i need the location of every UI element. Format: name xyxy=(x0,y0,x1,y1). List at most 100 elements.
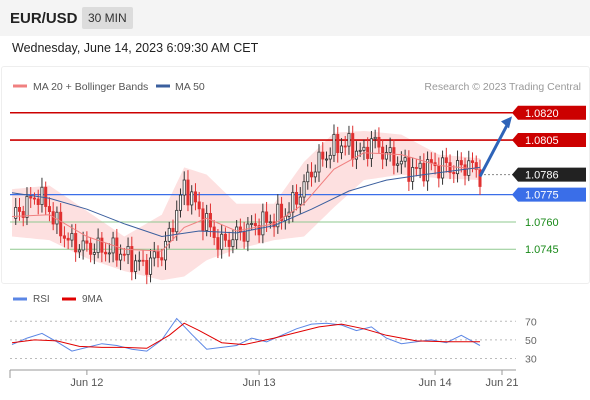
candle-body xyxy=(478,169,482,187)
candle-body xyxy=(122,253,126,256)
level-label-1.0820: 1.0820 xyxy=(525,108,559,120)
candle-body xyxy=(107,252,111,255)
candle-body xyxy=(70,233,74,241)
candle xyxy=(156,245,160,268)
candle-body xyxy=(321,151,325,160)
candle xyxy=(186,170,190,212)
candle xyxy=(190,185,194,215)
candle-body xyxy=(171,227,175,233)
candle xyxy=(119,244,123,271)
candle-body xyxy=(220,233,224,250)
candle-body xyxy=(265,211,269,223)
candle-body xyxy=(44,186,48,207)
timeframe-button[interactable]: 30 MIN xyxy=(82,7,133,29)
candle xyxy=(295,184,299,211)
candle xyxy=(317,144,321,182)
candle-body xyxy=(130,246,134,272)
candle-body xyxy=(426,159,430,182)
candle-body xyxy=(152,251,156,259)
time-tick-label: Jun 14 xyxy=(419,377,452,389)
candle-body xyxy=(295,191,299,205)
candle-body xyxy=(358,149,362,152)
candle-body xyxy=(227,239,231,247)
candle xyxy=(280,196,284,230)
candle-body xyxy=(246,223,250,242)
candle xyxy=(223,227,227,247)
candle-body xyxy=(362,146,366,151)
candle-body xyxy=(418,162,422,169)
candle-body xyxy=(193,191,197,203)
candle-body xyxy=(399,160,403,165)
candle xyxy=(354,141,358,170)
candle xyxy=(298,187,302,214)
candle xyxy=(474,155,478,178)
time-tick-label: Jun 21 xyxy=(485,377,518,389)
rsi-tick-label: 70 xyxy=(525,316,537,328)
candle-body xyxy=(429,159,433,164)
candle-body xyxy=(306,171,310,183)
rsi-tick-label: 50 xyxy=(525,335,537,347)
candle xyxy=(414,159,418,177)
rsi-tick-label: 30 xyxy=(525,354,537,366)
candle-body xyxy=(452,172,456,175)
candle-body xyxy=(336,134,340,154)
candle xyxy=(17,197,22,221)
candle-body xyxy=(242,231,246,242)
candle-body xyxy=(96,237,100,253)
candle-body xyxy=(437,165,441,179)
candle xyxy=(250,215,254,230)
candle xyxy=(411,157,415,190)
candle-body xyxy=(14,207,18,219)
level-tag-1.0775 xyxy=(512,187,586,202)
rsi-legend-label: RSI xyxy=(33,294,50,305)
candle xyxy=(339,138,343,160)
candle-body xyxy=(119,253,123,261)
candle xyxy=(253,213,257,236)
candle xyxy=(29,187,33,208)
candle-body xyxy=(178,194,183,211)
candle-body xyxy=(25,196,29,218)
candle xyxy=(197,192,201,217)
candle xyxy=(377,127,381,154)
candle-body xyxy=(407,157,411,182)
candle-body xyxy=(309,171,314,178)
candle xyxy=(160,248,164,267)
candle xyxy=(220,224,224,259)
candle-body xyxy=(175,209,179,233)
level-label-1.0775: 1.0775 xyxy=(525,190,559,202)
candle-body xyxy=(77,249,81,253)
rsi-ma-legend-label: 9MA xyxy=(82,294,103,305)
candle-body xyxy=(126,246,130,256)
candle-body xyxy=(163,240,168,261)
candle-body xyxy=(261,211,265,236)
candle-body xyxy=(377,136,381,148)
candle xyxy=(85,231,89,252)
candle-body xyxy=(369,138,373,159)
candle-body xyxy=(149,257,153,275)
candle-body xyxy=(81,240,85,251)
candle-body xyxy=(388,147,392,153)
candle xyxy=(216,229,220,259)
candle xyxy=(246,217,250,252)
candle xyxy=(134,254,138,280)
candle xyxy=(231,229,235,254)
level-label-1.0805: 1.0805 xyxy=(525,135,559,147)
candle xyxy=(257,218,261,243)
candle-body xyxy=(115,237,119,261)
projection-arrow-line xyxy=(478,122,510,178)
candle-body xyxy=(332,134,336,156)
candle-body xyxy=(422,162,426,182)
candle xyxy=(347,125,351,155)
candle xyxy=(227,231,231,257)
candle-body xyxy=(89,242,93,255)
candle-body xyxy=(216,237,220,250)
candle-body xyxy=(92,252,96,255)
candle xyxy=(66,232,70,250)
candle xyxy=(426,151,430,191)
candle xyxy=(388,137,392,162)
candle xyxy=(403,149,407,168)
candle xyxy=(171,219,175,241)
rsi-legend-swatch xyxy=(13,297,27,301)
level-tag-1.0805 xyxy=(512,133,586,148)
ma20-line xyxy=(11,152,481,252)
